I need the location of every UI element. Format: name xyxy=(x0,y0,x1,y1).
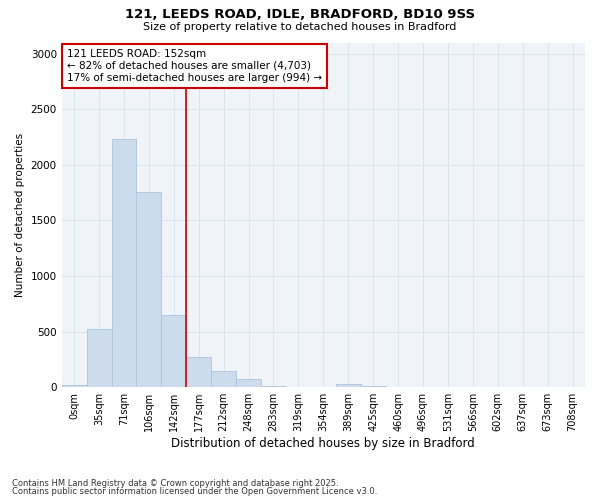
Bar xyxy=(336,384,361,387)
Text: 121 LEEDS ROAD: 152sqm
← 82% of detached houses are smaller (4,703)
17% of semi-: 121 LEEDS ROAD: 152sqm ← 82% of detached… xyxy=(67,50,322,82)
Text: Contains HM Land Registry data © Crown copyright and database right 2025.: Contains HM Land Registry data © Crown c… xyxy=(12,478,338,488)
Bar xyxy=(161,315,186,387)
Bar xyxy=(286,386,311,387)
Text: Size of property relative to detached houses in Bradford: Size of property relative to detached ho… xyxy=(143,22,457,32)
Bar xyxy=(86,330,112,387)
Bar xyxy=(136,192,161,387)
Bar xyxy=(112,139,136,387)
Text: 121, LEEDS ROAD, IDLE, BRADFORD, BD10 9SS: 121, LEEDS ROAD, IDLE, BRADFORD, BD10 9S… xyxy=(125,8,475,20)
Y-axis label: Number of detached properties: Number of detached properties xyxy=(15,133,25,297)
Bar xyxy=(211,371,236,387)
Bar xyxy=(261,386,286,387)
Bar xyxy=(186,357,211,387)
Bar xyxy=(361,386,386,387)
X-axis label: Distribution of detached houses by size in Bradford: Distribution of detached houses by size … xyxy=(172,437,475,450)
Text: Contains public sector information licensed under the Open Government Licence v3: Contains public sector information licen… xyxy=(12,487,377,496)
Bar xyxy=(62,385,86,387)
Bar xyxy=(236,379,261,387)
